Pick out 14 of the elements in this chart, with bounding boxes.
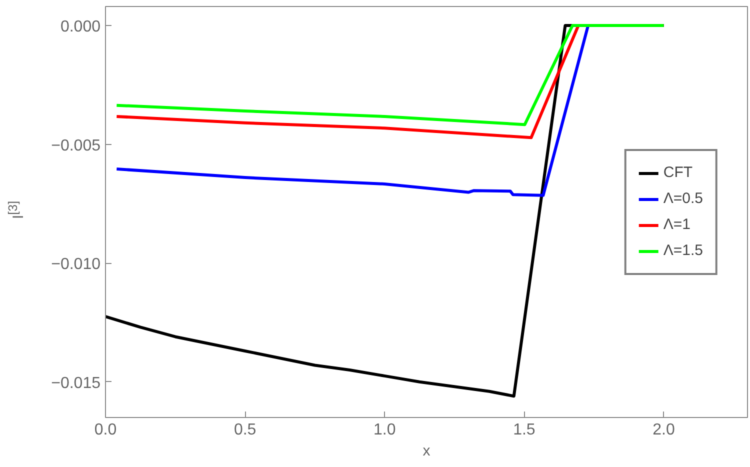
y-tick-label: −0.010 <box>51 256 101 274</box>
legend-label: CFT <box>663 164 693 181</box>
y-tick-label: 0.000 <box>60 18 101 36</box>
legend-label: Λ=0.5 <box>663 190 703 207</box>
y-tick-label: −0.015 <box>51 374 101 392</box>
x-tick-label: 1.5 <box>513 422 536 438</box>
x-axis-title: x <box>422 442 431 460</box>
x-tick-label: 2.0 <box>652 422 675 438</box>
x-tick-label: 1.0 <box>374 422 396 438</box>
y-tick-label: −0.005 <box>51 137 101 154</box>
legend-label: Λ=1 <box>663 216 690 233</box>
x-tick-label: 0.0 <box>94 422 117 438</box>
x-tick-label: 0.5 <box>234 422 256 438</box>
legend-label: Λ=1.5 <box>663 242 703 259</box>
